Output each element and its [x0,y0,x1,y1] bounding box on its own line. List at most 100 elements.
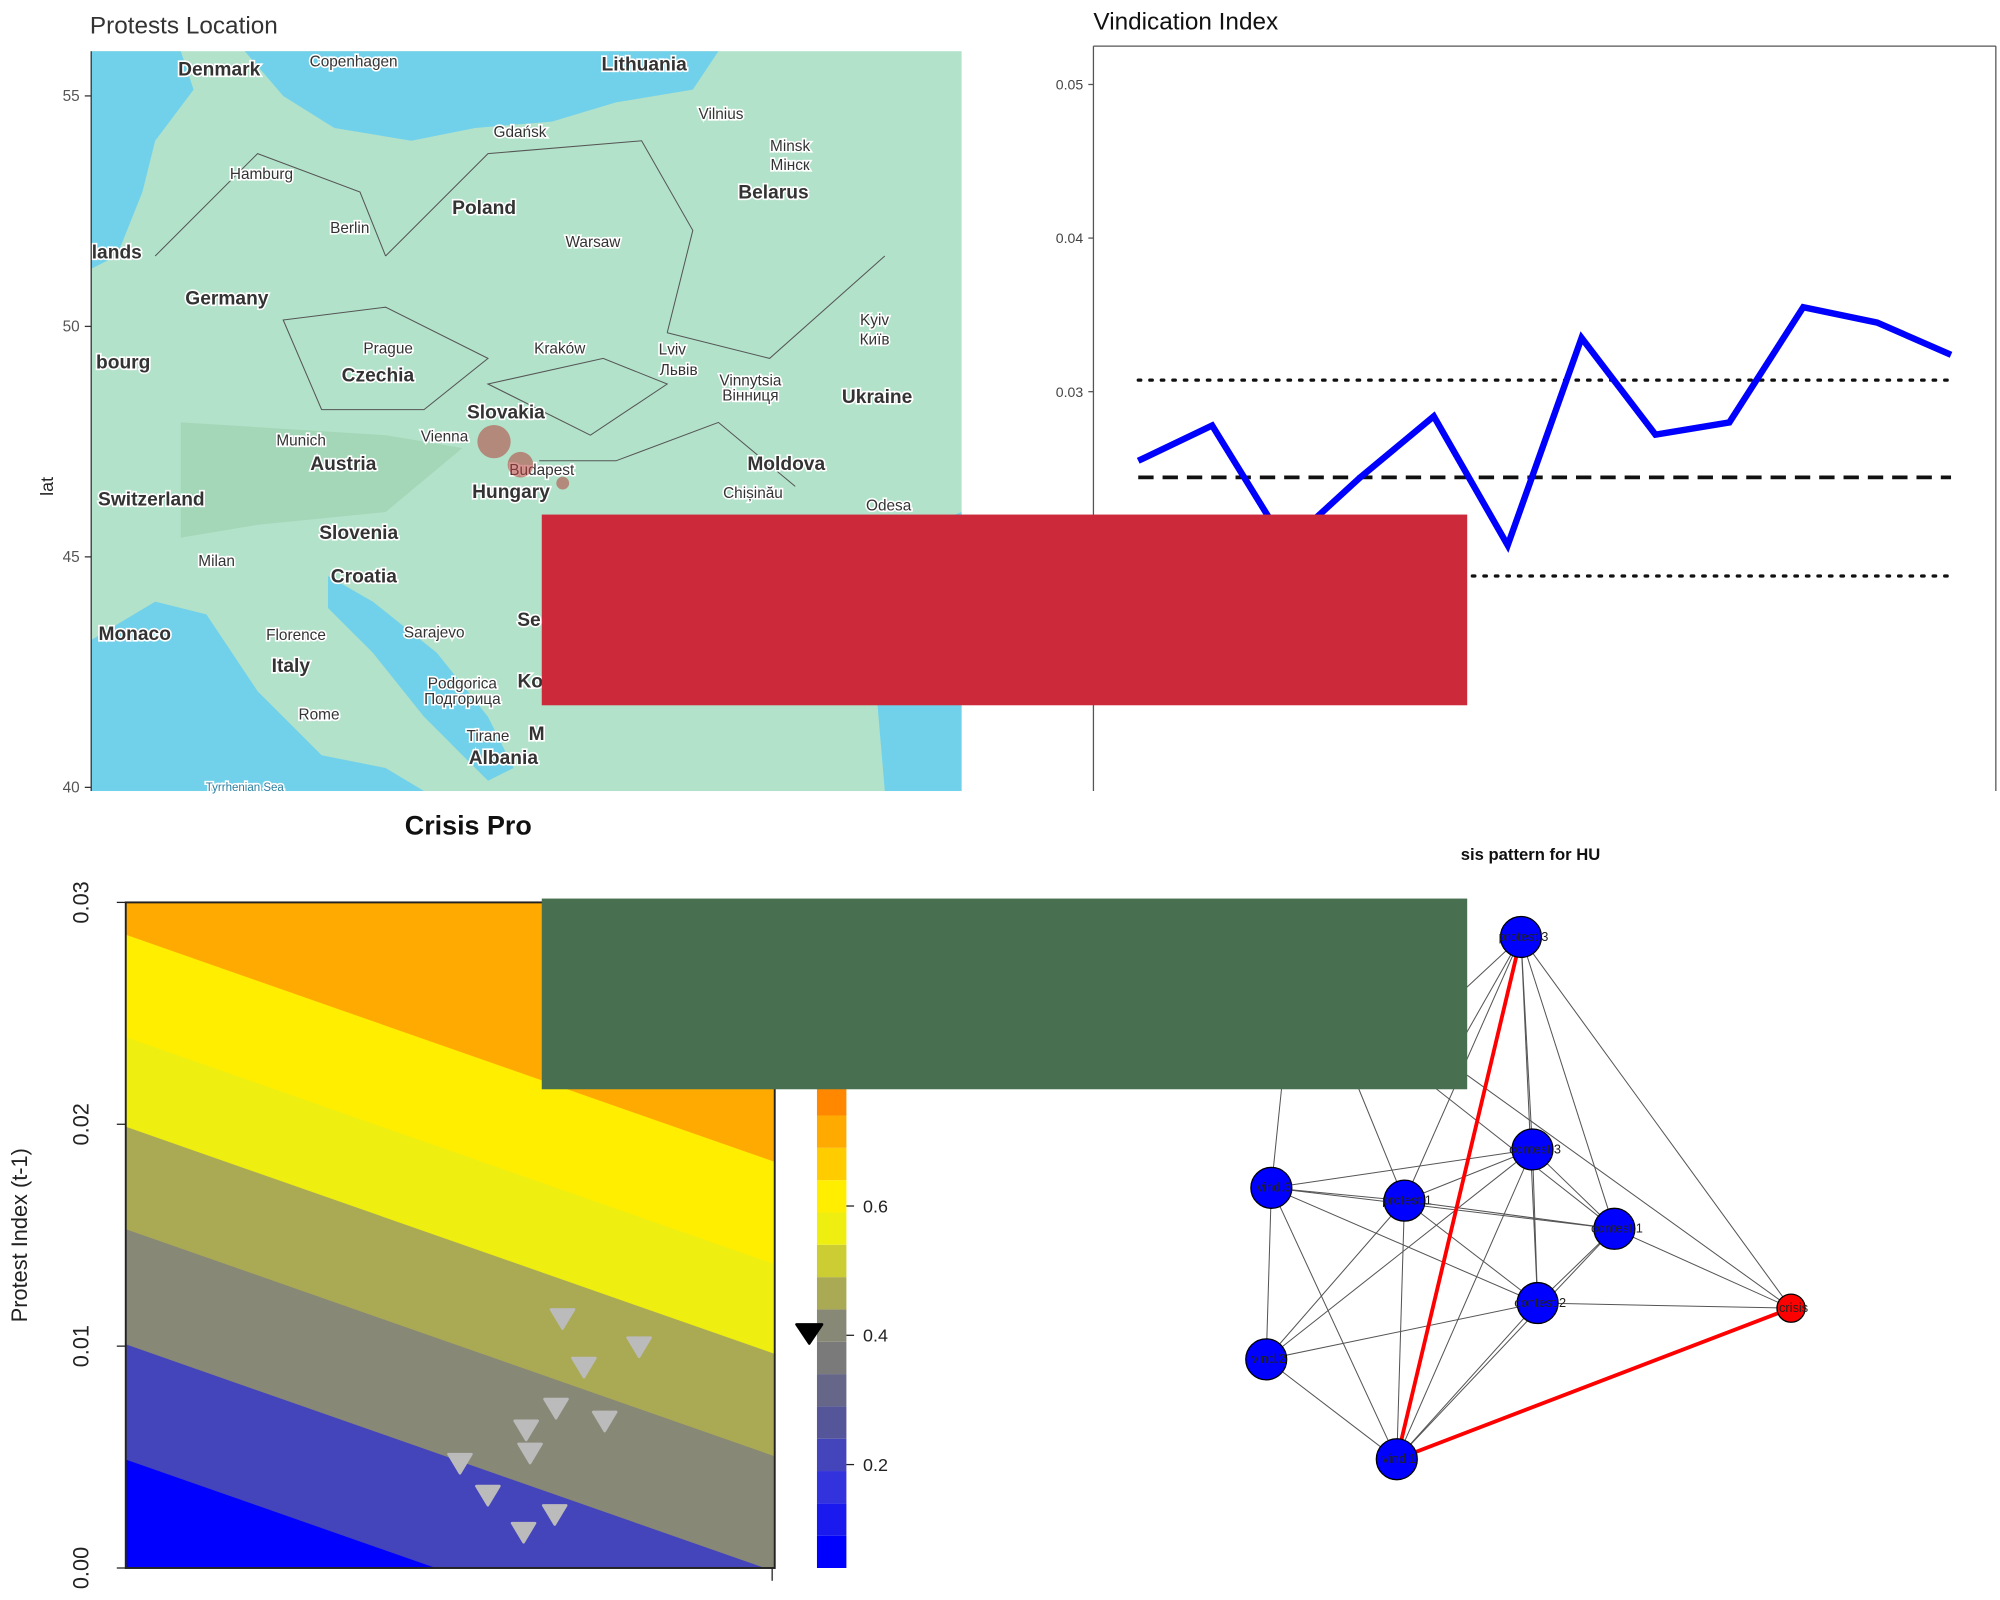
map-label: Tirane [467,728,510,745]
y-tick-label: 0.01 [69,1325,94,1367]
colorbar-tick-label: 0.6 [863,1196,888,1216]
map-label: Hungary [472,482,550,503]
node [1375,1438,1418,1481]
map-labels: Denmark Copenhagen Lithuania Vilnius Gdańsk M… [90,52,914,796]
protest-point [556,476,570,490]
chart-title: Crisis Pro [405,811,532,841]
map-label: Milan [198,553,235,570]
map-label: Вінниця [722,388,778,405]
sea [328,576,514,781]
map-label: Rome [299,706,340,723]
line-series [1136,303,1953,553]
map-label: Tyrrhenian Sea [206,782,285,794]
map-label: Slovakia [467,403,545,424]
edge [1271,1187,1405,1202]
map-label: Copenhagen [310,54,398,71]
sea [91,601,424,792]
node-label: protest.3 [1499,929,1549,944]
colorbar-segment [816,1535,847,1568]
colorbar-segment [816,1471,847,1504]
border [282,306,669,436]
sea [91,51,194,269]
y-tick-label: 50 [63,319,80,336]
y-tick-label: 40 [63,779,80,796]
chart-title: Protests Location [90,12,278,39]
protest-point [477,424,511,459]
contour-bands [125,902,775,1568]
map-label: Slovenia [319,523,398,544]
node-label: crisis [1779,1300,1808,1315]
node [1250,1166,1293,1209]
data-point [626,1336,652,1359]
map-label: Germany [185,289,269,310]
data-point [543,1397,569,1420]
edge [1271,1148,1533,1189]
contour-band [125,934,775,1265]
map-label: Ko [517,671,543,692]
edge [1396,1302,1538,1460]
map-label: Switzerland [98,490,205,511]
y-tick-label: 0.04 [1056,230,1084,246]
map-label: Vilnius [698,106,743,123]
mountains [180,422,463,538]
map-label: lands [92,243,142,264]
data-point [513,1419,539,1442]
map-label: Подгорица [424,691,501,708]
map-background [91,51,962,792]
chart-title: sis pattern for HU [1461,845,1601,864]
y-tick-label: 0.05 [1056,77,1084,93]
data-point [549,1308,576,1330]
y-tick-label: 0.02 [69,1103,94,1145]
colorbar-segment [816,1374,847,1407]
data-point [571,1356,597,1379]
edge [1271,1187,1615,1230]
edge [1396,1200,1405,1460]
data-point [447,1452,473,1475]
edge [1404,1200,1538,1304]
edge [1270,1187,1398,1460]
node [1776,1293,1806,1323]
map-label: Belarus [738,182,808,203]
edge [1265,1187,1272,1360]
data-point [475,1484,501,1507]
map-label: Italy [272,656,311,677]
edge [1614,1228,1792,1309]
map-label: Berlin [330,220,369,237]
edge [1520,936,1615,1229]
edge [1266,1302,1538,1360]
map-label: Warsaw [566,234,622,251]
edge [1537,1302,1792,1309]
contour-band [125,1126,775,1457]
colorbar-segment [816,1503,847,1536]
node-label: contest.3 [1509,1141,1561,1156]
map-label: Львів [660,362,698,379]
map-label: Minsk [770,138,810,155]
map-label: Ukraine [842,387,913,408]
plot-frame [124,901,776,1569]
colorbar-marker [795,1323,824,1345]
map-label: Odesa [866,498,912,515]
map-label: Florence [266,627,326,644]
edge [1404,1200,1615,1230]
data-point [510,1521,537,1544]
colorbar-segment [816,1438,847,1472]
border [154,140,886,487]
map-label: Albania [469,748,539,769]
chart-title: Vindication Index [1093,8,1278,35]
data-point [517,1442,543,1465]
map-label: Podgorica [428,676,498,693]
map-label: Chișinău [723,485,783,502]
y-tick-label: 0.00 [69,1547,94,1589]
data-point [591,1410,618,1433]
map-label: Kyiv [860,312,889,329]
contour-band [125,1036,775,1354]
colorbar-segment [816,1406,847,1439]
colorbar-segment [816,1180,847,1213]
edge [1396,1228,1615,1460]
map-label: Sarajevo [404,624,465,641]
node-label: contest.1 [1591,1221,1643,1236]
map-label: Vienna [421,429,469,446]
map-label: Lviv [659,342,687,359]
y-axis-label: lat [37,477,57,496]
